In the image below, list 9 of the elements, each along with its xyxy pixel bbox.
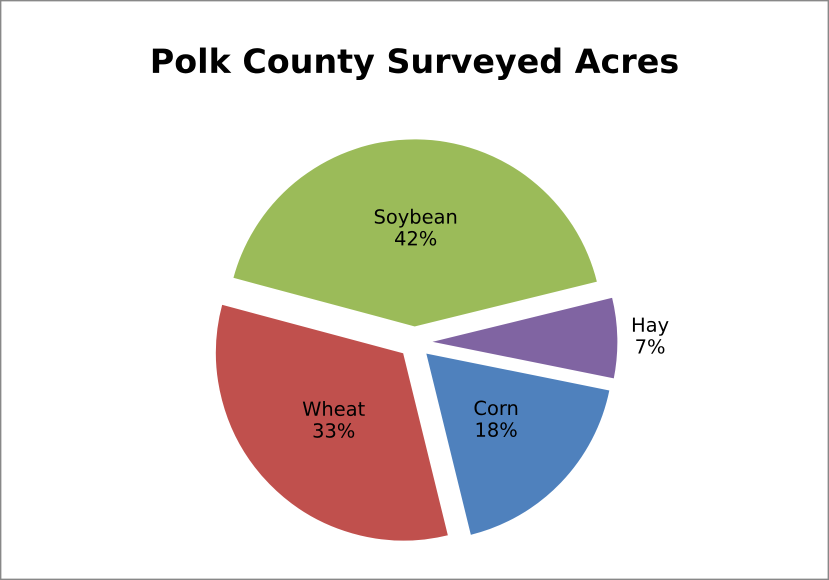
data-label: 33% [314, 423, 354, 438]
data-label: 7% [636, 339, 664, 354]
slice-label: Corn [474, 400, 518, 416]
data-label: 42% [395, 230, 436, 246]
slice-label: Hay [632, 318, 669, 336]
chart-title: Polk County Surveyed Acres [152, 48, 678, 80]
slice-label: Soybean [374, 208, 456, 228]
data-label: 18% [476, 422, 517, 438]
slice-label: Wheat [302, 401, 365, 416]
